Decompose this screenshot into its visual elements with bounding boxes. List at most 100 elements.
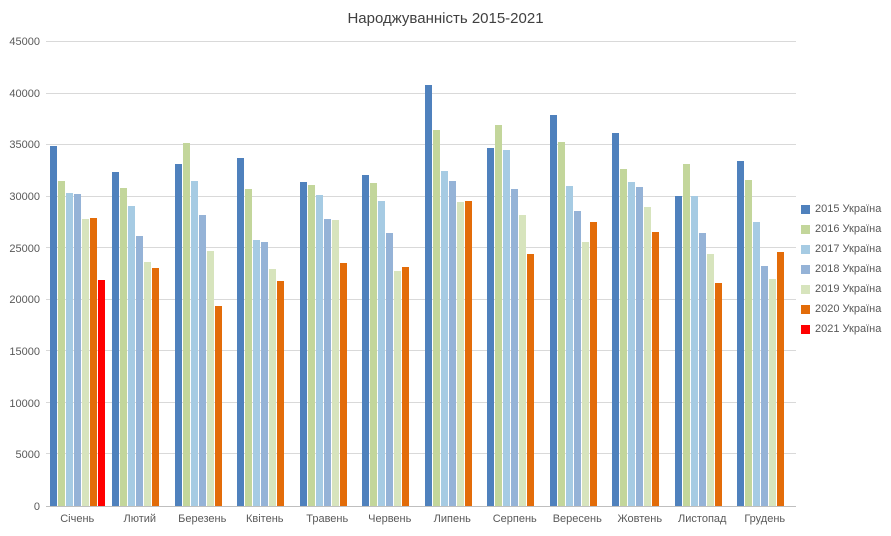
bar-2016-Вересень[interactable] — [557, 142, 565, 506]
bar-2015-Грудень[interactable] — [737, 160, 745, 506]
bar-2016-Жовтень[interactable] — [620, 168, 628, 506]
bar-2020-Вересень[interactable] — [589, 222, 597, 506]
bar-2018-Вересень[interactable] — [573, 211, 581, 506]
x-tick-label: Квітень — [245, 513, 284, 525]
bar-2017-Серпень[interactable] — [503, 150, 511, 506]
bar-2019-Жовтень[interactable] — [644, 206, 652, 506]
bar-2017-Листопад[interactable] — [690, 195, 698, 506]
bar-2019-Вересень[interactable] — [581, 242, 589, 506]
bar-group-Серпень — [484, 42, 547, 506]
bar-2018-Листопад[interactable] — [698, 232, 706, 506]
plot-area — [46, 41, 797, 507]
bar-2020-Листопад[interactable] — [714, 283, 722, 506]
bar-2015-Червень[interactable] — [362, 175, 370, 506]
bar-2019-Лютий[interactable] — [144, 261, 152, 506]
legend-item-2020[interactable]: 2020 Україна — [801, 303, 881, 315]
bar-2016-Березень[interactable] — [182, 143, 190, 506]
gridline — [46, 41, 796, 42]
bar-2018-Липень[interactable] — [448, 181, 456, 506]
bar-2019-Липень[interactable] — [456, 201, 464, 506]
bar-2017-Січень[interactable] — [65, 192, 73, 506]
bar-group-Грудень — [734, 42, 797, 506]
bar-2020-Жовтень[interactable] — [652, 231, 660, 506]
bar-2018-Грудень[interactable] — [761, 265, 769, 506]
legend-item-2016[interactable]: 2016 Україна — [801, 223, 881, 235]
bar-2019-Грудень[interactable] — [769, 279, 777, 506]
bar-2017-Травень[interactable] — [315, 194, 323, 506]
legend-swatch — [801, 304, 810, 314]
y-axis-labels: 0 5000 10000 15000 20000 25000 30000 35000 40000… — [0, 36, 40, 513]
legend-item-2019[interactable]: 2019 Україна — [801, 283, 881, 295]
bar-2016-Листопад[interactable] — [682, 163, 690, 506]
bar-2019-Квітень[interactable] — [269, 268, 277, 506]
bar-2017-Лютий[interactable] — [128, 205, 136, 506]
bar-group-Січень — [46, 42, 109, 506]
bar-2018-Березень[interactable] — [198, 215, 206, 506]
bar-2018-Квітень[interactable] — [261, 242, 269, 506]
y-tick-label: 25000 — [9, 242, 40, 255]
bar-2017-Жовтень[interactable] — [628, 182, 636, 506]
bar-2019-Березень[interactable] — [206, 251, 214, 506]
bar-2016-Лютий[interactable] — [120, 188, 128, 506]
legend-item-2015[interactable]: 2015 Україна — [801, 203, 881, 215]
legend-item-2021[interactable]: 2021 Україна — [801, 323, 881, 335]
bar-2016-Квітень[interactable] — [245, 189, 253, 506]
bar-2019-Січень[interactable] — [81, 219, 89, 506]
bar-2020-Травень[interactable] — [339, 262, 347, 506]
bar-2018-Жовтень[interactable] — [636, 187, 644, 506]
bar-2016-Грудень[interactable] — [745, 180, 753, 506]
bar-2017-Червень[interactable] — [378, 200, 386, 506]
bar-2020-Червень[interactable] — [402, 266, 410, 506]
bar-2015-Травень[interactable] — [299, 182, 307, 506]
bar-group-Листопад — [671, 42, 734, 506]
bar-2020-Грудень[interactable] — [777, 252, 785, 506]
bar-2020-Серпень[interactable] — [527, 254, 535, 506]
bar-group-Липень — [421, 42, 484, 506]
gridline — [46, 144, 796, 146]
bar-2020-Січень[interactable] — [89, 218, 97, 506]
legend-swatch — [801, 324, 810, 334]
bar-2015-Жовтень[interactable] — [612, 132, 620, 506]
bar-2016-Серпень[interactable] — [495, 124, 503, 506]
bar-2016-Травень[interactable] — [307, 185, 315, 506]
bar-2017-Грудень[interactable] — [753, 222, 761, 506]
bar-2020-Лютий[interactable] — [152, 267, 160, 506]
legend-item-2017[interactable]: 2017 Україна — [801, 243, 881, 255]
bar-2018-Серпень[interactable] — [511, 189, 519, 506]
bar-2017-Березень[interactable] — [190, 181, 198, 506]
legend-label: 2019 Україна — [815, 283, 882, 295]
bar-2015-Квітень[interactable] — [237, 157, 245, 506]
x-tick-label: Листопад — [678, 513, 727, 525]
bar-2018-Січень[interactable] — [73, 193, 81, 506]
bar-2016-Січень[interactable] — [57, 181, 65, 506]
legend-item-2018[interactable]: 2018 Україна — [801, 263, 881, 275]
gridline — [46, 247, 796, 249]
bar-2015-Вересень[interactable] — [549, 115, 557, 506]
bar-group-Травень — [296, 42, 359, 506]
bar-2016-Червень[interactable] — [370, 183, 378, 506]
bar-2016-Липень[interactable] — [432, 129, 440, 506]
bar-2017-Квітень[interactable] — [253, 239, 261, 506]
bar-2015-Лютий[interactable] — [112, 171, 120, 506]
bar-2015-Липень[interactable] — [424, 85, 432, 506]
bar-2017-Липень[interactable] — [440, 170, 448, 506]
x-tick-label: Вересень — [552, 513, 602, 525]
bar-2020-Квітень[interactable] — [277, 281, 285, 506]
bar-group-Лютий — [109, 42, 172, 506]
bar-2019-Червень[interactable] — [394, 270, 402, 506]
bar-2020-Березень[interactable] — [214, 305, 222, 506]
bar-2019-Травень[interactable] — [331, 220, 339, 506]
bar-2020-Липень[interactable] — [464, 200, 472, 506]
bar-2015-Січень[interactable] — [49, 146, 57, 506]
bar-2015-Серпень[interactable] — [487, 148, 495, 506]
bar-2018-Лютий[interactable] — [136, 235, 144, 506]
bar-2015-Березень[interactable] — [174, 163, 182, 506]
bar-2015-Листопад[interactable] — [674, 195, 682, 506]
bar-2019-Серпень[interactable] — [519, 215, 527, 506]
bar-2019-Листопад[interactable] — [706, 254, 714, 506]
bar-2018-Травень[interactable] — [323, 219, 331, 506]
bar-2021-Січень[interactable] — [97, 280, 105, 506]
bar-2018-Червень[interactable] — [386, 232, 394, 506]
bar-2017-Вересень[interactable] — [565, 186, 573, 506]
x-tick-label: Серпень — [492, 513, 537, 525]
